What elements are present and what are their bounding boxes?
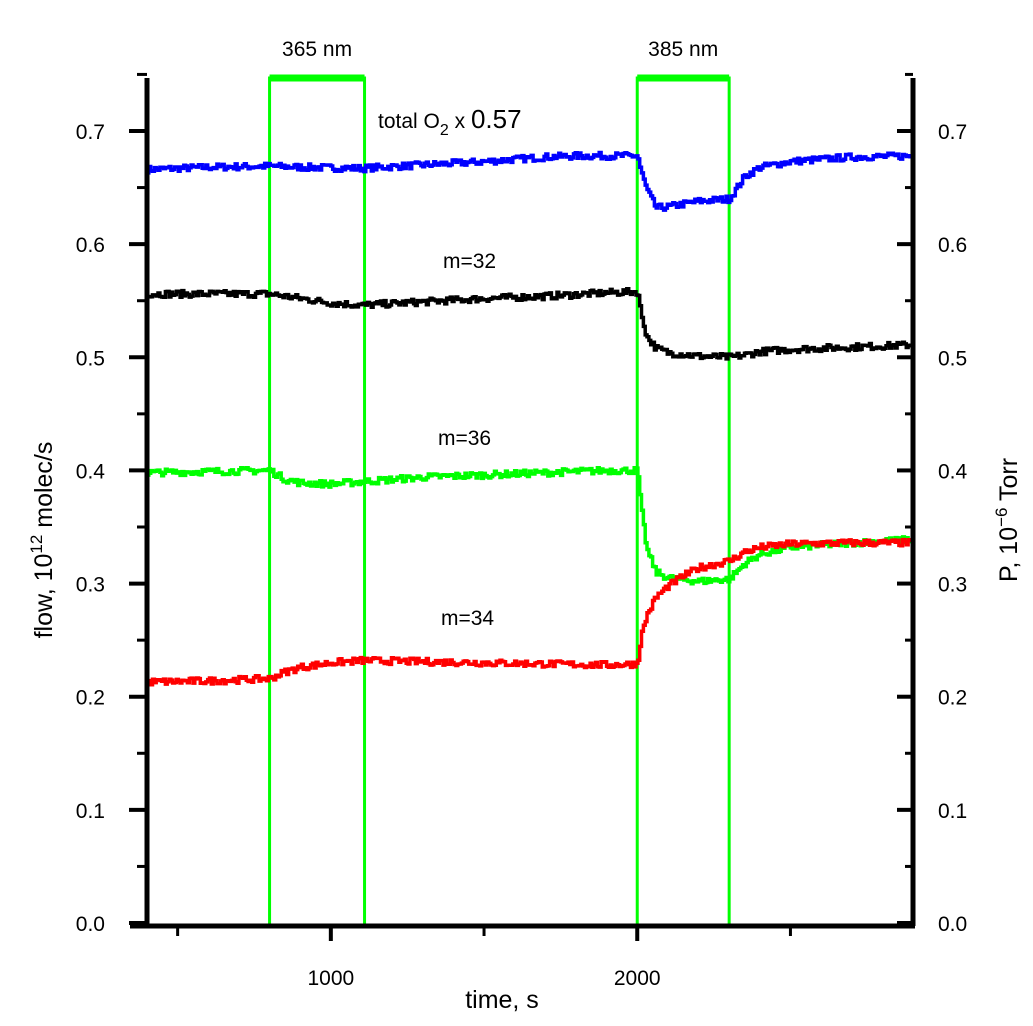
axes-frame <box>130 78 916 929</box>
annotation-total-o2-main: total O <box>378 110 440 133</box>
y-right-tick-label-7: 0.7 <box>938 121 967 144</box>
annotation-total-o2-factor: 0.57 <box>471 104 522 134</box>
y-left-tick-label-1: 0.1 <box>76 800 105 823</box>
data-series <box>147 150 914 687</box>
illumination-bracket-0 <box>268 76 367 926</box>
y-axis-left-title: flow, 1012 molec/s <box>27 442 58 639</box>
annotation-total-o2: total O2 x 0.57 <box>378 104 522 139</box>
y-left-tick-label-2: 0.2 <box>76 687 105 710</box>
series-line-3 <box>147 537 912 687</box>
y-right-tick-label-3: 0.3 <box>938 574 967 597</box>
y-right-tick-label-1: 0.1 <box>938 800 967 823</box>
y-left-tick-label-5: 0.5 <box>76 347 105 370</box>
illumination-label-0: 365 nm <box>282 38 352 61</box>
series-line-1 <box>147 286 914 361</box>
y-axis-left-title-main: flow, 10 <box>30 554 58 639</box>
y-left-tick-label-3: 0.3 <box>76 574 105 597</box>
y-right-tick-label-2: 0.2 <box>938 687 967 710</box>
series-line-2 <box>147 465 914 586</box>
series-line-0 <box>147 150 914 212</box>
annotation-total-o2-subscript: 2 <box>440 122 449 139</box>
annotation-m36: m=36 <box>438 427 491 450</box>
y-right-tick-label-6: 0.6 <box>938 234 967 257</box>
y-axis-right-title: P, 10−6 Torr <box>992 458 1023 582</box>
y-left-tick-label-4: 0.4 <box>76 460 106 483</box>
axis-ticks: 0.0 0.1 0.2 0.3 0.4 0.5 0.6 0.7 0.0 0.1 0.2 0.3 0.4 0… <box>76 72 968 990</box>
y-axis-right-title-exponent: −6 <box>992 508 1011 527</box>
y-axis-right-title-main: P, 10 <box>995 527 1023 582</box>
y-right-tick-label-4: 0.4 <box>938 460 968 483</box>
y-left-tick-label-7: 0.7 <box>76 121 105 144</box>
y-axis-left-title-units: molec/s <box>30 442 58 535</box>
illumination-markers: 365 nm 385 nm <box>268 38 731 926</box>
annotation-total-o2-times: x <box>449 110 471 133</box>
y-axis-right-title-units: Torr <box>995 458 1023 508</box>
x-axis-title: time, s <box>465 986 539 1014</box>
annotation-m34: m=34 <box>441 607 494 630</box>
y-left-tick-label-0: 0.0 <box>76 913 105 936</box>
y-left-tick-label-6: 0.6 <box>76 234 105 257</box>
annotation-m32: m=32 <box>443 250 496 273</box>
x-tick-label-0: 1000 <box>307 967 354 990</box>
illumination-label-1: 385 nm <box>648 38 718 61</box>
y-axis-left-title-exponent: 12 <box>27 535 46 554</box>
y-right-tick-label-0: 0.0 <box>938 913 967 936</box>
y-right-tick-label-5: 0.5 <box>938 347 967 370</box>
x-tick-label-1: 2000 <box>614 967 661 990</box>
